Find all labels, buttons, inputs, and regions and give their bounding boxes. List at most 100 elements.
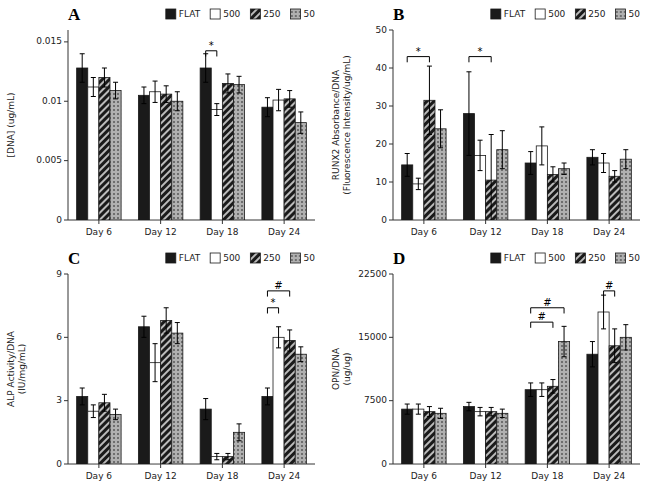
- legend-swatch: [535, 9, 545, 19]
- error-cap: [427, 406, 432, 407]
- y-tick: [389, 464, 393, 465]
- error-bar: [489, 407, 494, 415]
- error-cap: [153, 381, 158, 382]
- legend-swatch: [535, 253, 545, 263]
- error-bar: [601, 295, 606, 329]
- error-cap: [438, 147, 443, 148]
- error-bar: [214, 453, 219, 459]
- x-tick-label: Day 6: [86, 471, 113, 481]
- y-tick-label: 20: [376, 139, 388, 149]
- error-cap: [416, 404, 421, 405]
- error-cap: [287, 90, 292, 91]
- error-cap: [438, 109, 443, 110]
- bar: [233, 85, 244, 220]
- x-tick: [609, 464, 610, 468]
- error-line: [143, 87, 144, 104]
- bar: [547, 386, 558, 464]
- error-line: [530, 383, 531, 397]
- y-tick: [64, 220, 68, 221]
- error-bar: [91, 405, 96, 418]
- bar: [284, 99, 295, 220]
- legend-swatch: [250, 9, 260, 19]
- error-line: [227, 453, 228, 459]
- error-line: [300, 112, 301, 133]
- error-cap: [237, 423, 242, 424]
- x-tick: [160, 220, 161, 224]
- error-bar: [612, 171, 617, 182]
- error-line: [289, 91, 290, 108]
- error-cap: [590, 366, 595, 367]
- error-cap: [612, 182, 617, 183]
- significance-bracket: [604, 291, 615, 297]
- error-cap: [80, 82, 85, 83]
- legend-item: 250: [250, 253, 280, 264]
- error-cap: [539, 126, 544, 127]
- x-tick-label: Day 18: [206, 471, 238, 481]
- x-tick-label: Day 18: [206, 227, 238, 237]
- bar: [110, 91, 121, 220]
- error-cap: [265, 116, 270, 117]
- significance-label: *: [416, 46, 421, 57]
- y-tick-label: 0: [381, 215, 387, 225]
- y-tick: [64, 274, 68, 275]
- bar: [88, 411, 99, 464]
- error-bar: [203, 399, 208, 420]
- error-line: [166, 86, 167, 103]
- error-line: [82, 388, 83, 405]
- significance-label: #: [538, 311, 546, 322]
- error-bar: [405, 154, 410, 177]
- legend-swatch: [291, 9, 301, 19]
- error-cap: [405, 414, 410, 415]
- error-cap: [562, 174, 567, 175]
- y-axis-label-line: ALP Activity/DNA: [6, 330, 16, 407]
- bar: [536, 390, 547, 464]
- error-line: [552, 167, 553, 182]
- error-line: [603, 154, 604, 173]
- error-bar: [550, 380, 555, 394]
- bar: [99, 78, 110, 221]
- error-bar: [225, 74, 230, 93]
- error-cap: [237, 440, 242, 441]
- error-cap: [623, 168, 628, 169]
- error-line: [614, 171, 615, 182]
- error-line: [82, 54, 83, 83]
- error-cap: [175, 110, 180, 111]
- y-tick-label: 15000: [358, 332, 387, 342]
- x-tick: [160, 464, 161, 468]
- y-tick-label: 0.015: [36, 36, 62, 46]
- bar: [295, 123, 306, 220]
- bar: [558, 342, 569, 464]
- error-cap: [287, 107, 292, 108]
- error-line: [592, 342, 593, 367]
- error-cap: [478, 407, 483, 408]
- error-cap: [80, 53, 85, 54]
- error-cap: [438, 418, 443, 419]
- error-line: [115, 409, 116, 420]
- legend-item: 50: [291, 9, 316, 20]
- y-axis-label-line: (Fluorescence Intensity/ug/mL): [342, 55, 352, 195]
- bar: [150, 92, 161, 220]
- bar: [138, 327, 149, 464]
- x-tick-label: Day 12: [145, 227, 177, 237]
- legend-item: FLAT: [491, 253, 526, 264]
- x-tick: [609, 220, 610, 224]
- bar: [110, 414, 121, 464]
- y-tick: [64, 337, 68, 338]
- error-bar: [601, 154, 606, 173]
- y-tick-label: 0.01: [42, 96, 62, 106]
- y-axis-label: ALP Activity/DNA(IU/mg/mL): [6, 330, 27, 407]
- bar: [413, 409, 424, 464]
- error-cap: [612, 362, 617, 363]
- error-cap: [91, 417, 96, 418]
- y-tick: [389, 337, 393, 338]
- legend-label: 250: [263, 253, 280, 263]
- error-cap: [141, 337, 146, 338]
- error-cap: [153, 343, 158, 344]
- error-line: [104, 68, 105, 87]
- error-line: [491, 407, 492, 415]
- error-cap: [562, 163, 567, 164]
- error-bar: [539, 127, 544, 165]
- figure: 00.0050.010.015Day 6Day 12Day 18Day 24[D…: [0, 0, 650, 488]
- error-cap: [102, 394, 107, 395]
- y-tick-label: 7500: [364, 395, 387, 405]
